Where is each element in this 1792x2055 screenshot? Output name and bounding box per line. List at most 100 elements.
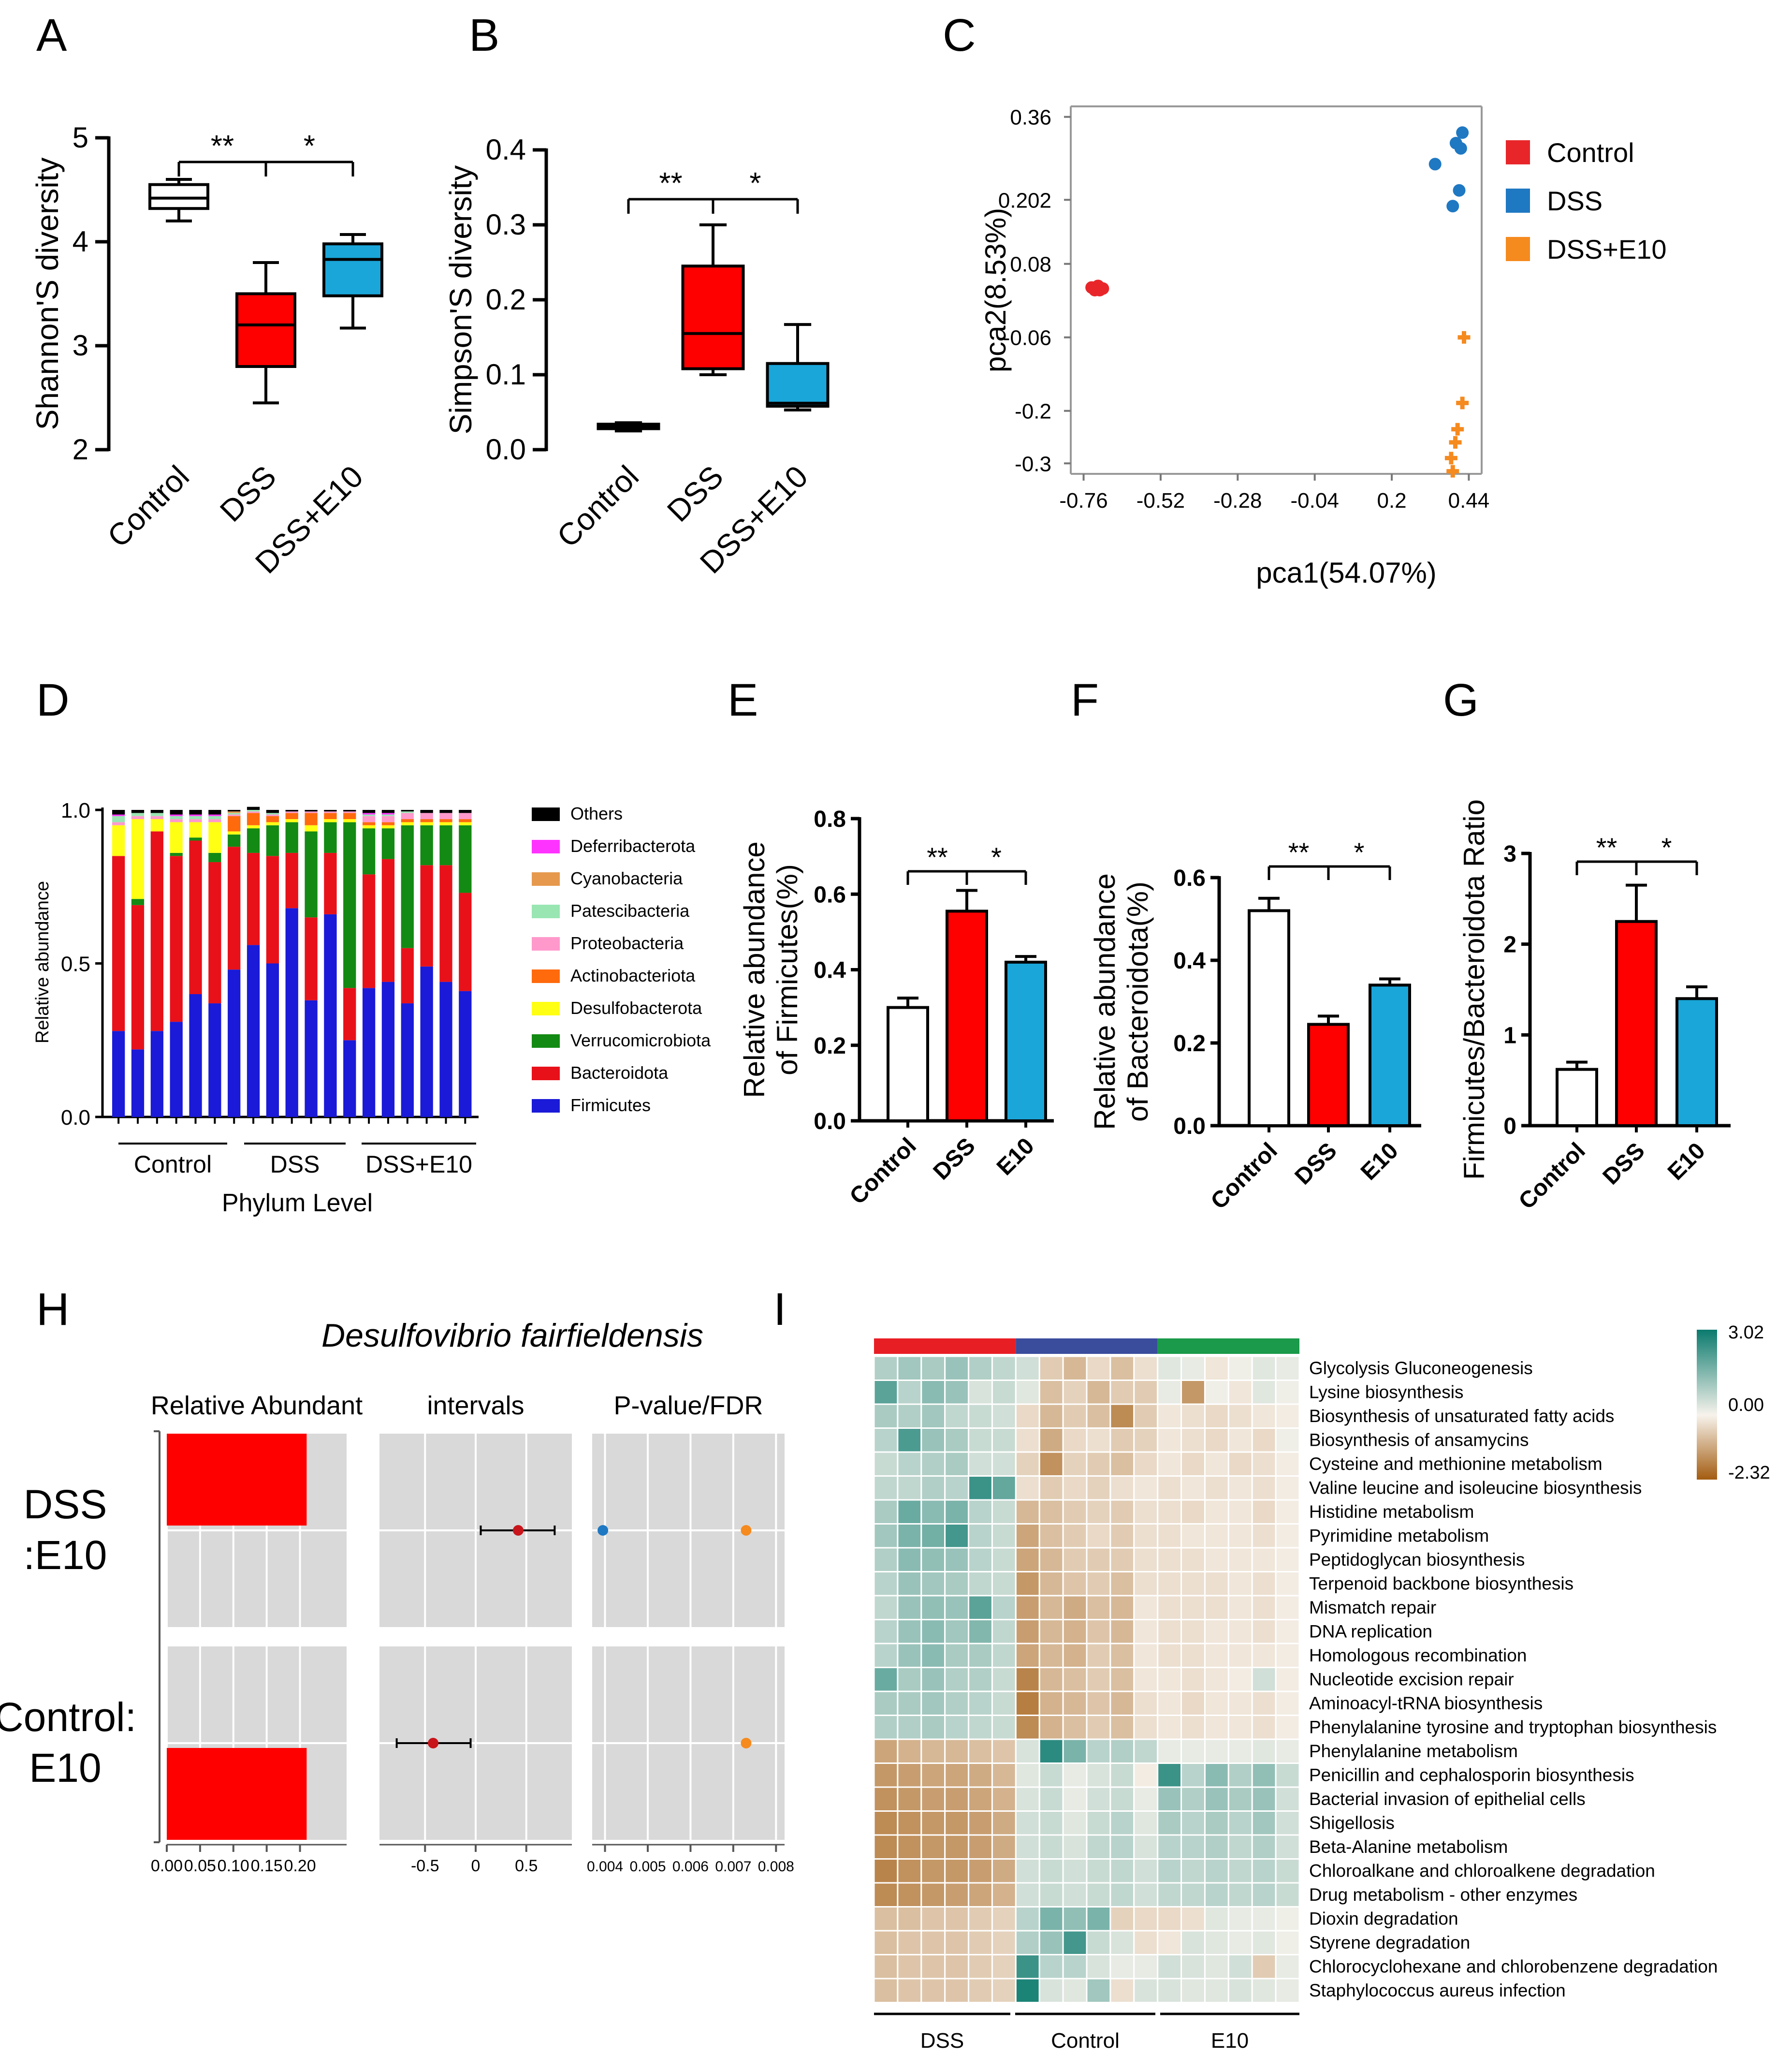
heatmap-cell: [1062, 1547, 1088, 1572]
bar-dss: [1615, 920, 1658, 1127]
heatmap-cell: [968, 1858, 993, 1884]
bar-segment-proteobacteria: [112, 822, 125, 825]
heatmap-cell: [1062, 1834, 1088, 1860]
heatmap-cell: [1038, 1762, 1064, 1788]
heatmap-cell: [1157, 1571, 1182, 1597]
bar-segment-proteobacteria: [324, 811, 337, 813]
heatmap-cell: [897, 1810, 922, 1836]
heatmap-cell: [1204, 1547, 1229, 1572]
bar-segment-bacteroidota: [266, 856, 279, 964]
heatmap-cell: [1227, 1619, 1253, 1644]
heatmap-cell: [873, 1978, 899, 2003]
heatmap-cell: [920, 1906, 946, 1932]
color-scale-label: 3.02: [1728, 1322, 1764, 1343]
heatmap-cell: [1227, 1523, 1253, 1549]
heatmap-cell: [991, 1954, 1017, 1980]
bar-segment-bacteroidota: [208, 862, 221, 1004]
heatmap-cell: [1109, 1523, 1135, 1549]
heatmap-cell: [1180, 1355, 1206, 1381]
heatmap-cell: [1180, 1571, 1206, 1597]
heatmap-cell: [1251, 1762, 1277, 1788]
y-tick-label: 0.0: [61, 1106, 90, 1130]
bar-segment-verrucomicrobiota: [266, 825, 279, 856]
heatmap-cell: [873, 1619, 899, 1644]
heatmap-cell: [1227, 1355, 1253, 1381]
heatmap-cell: [1109, 1643, 1135, 1668]
heatmap-cell: [1204, 1643, 1229, 1668]
bar-segment-bacteroidota: [170, 856, 183, 1022]
heatmap-cell: [1251, 1380, 1277, 1405]
heatmap-cell: [1133, 1978, 1159, 2003]
heatmap-cell: [1038, 1643, 1064, 1668]
heatmap-cell: [1180, 1715, 1206, 1740]
heatmap-cell: [1204, 1786, 1229, 1812]
x-tick-label: -0.28: [1213, 489, 1262, 513]
heatmap-cell: [1157, 1380, 1182, 1405]
bar-segment-others: [324, 810, 337, 812]
y-tick-label: 0.36: [1010, 106, 1051, 130]
heatmap-cell: [1204, 1523, 1229, 1549]
legend-label: DSS: [1547, 186, 1603, 216]
y-tick-label: 0.5: [61, 953, 90, 976]
heatmap-cell: [991, 1355, 1017, 1381]
heatmap-cell: [1227, 1380, 1253, 1405]
heatmap-row-label: Styrene degradation: [1309, 1933, 1470, 1952]
heatmap-cell: [1275, 1451, 1300, 1477]
heatmap-cell: [1086, 1930, 1111, 1955]
heatmap-cell: [1038, 1355, 1064, 1381]
bar-segment-patescibacteria: [228, 813, 241, 815]
heatmap-cell: [920, 1619, 946, 1644]
y-tick-label: 0.2: [814, 1033, 846, 1059]
heatmap-cell: [1086, 1978, 1111, 2003]
heatmap-cell: [991, 1762, 1017, 1788]
heatmap-cell: [944, 1355, 970, 1381]
heatmap-cell: [873, 1547, 899, 1572]
bar-segment-firmicutes: [439, 982, 452, 1117]
heatmap-cell: [1251, 1403, 1277, 1429]
legend-swatch: [1506, 237, 1530, 261]
bar-segment-bacteroidota: [459, 893, 472, 991]
y-tick-label: 0.8: [814, 807, 846, 832]
heatmap-cell: [1180, 1667, 1206, 1692]
bar-segment-actinobacteriota: [439, 819, 452, 822]
heatmap-cell: [1204, 1427, 1229, 1453]
heatmap-cell: [944, 1954, 970, 1980]
heatmap-cell: [1180, 1499, 1206, 1525]
heatmap-cell: [1015, 1667, 1040, 1692]
bar-segment-firmicutes: [362, 988, 376, 1117]
heatmap-cell: [968, 1762, 993, 1788]
bar-segment-proteobacteria: [131, 816, 145, 820]
heatmap-cell: [897, 1403, 922, 1429]
y-tick-label: -0.2: [1015, 400, 1051, 424]
heatmap-cell: [968, 1690, 993, 1716]
heatmap-cell: [1180, 1475, 1206, 1501]
row-label: :E10: [24, 1532, 107, 1578]
panel-e-firmicutes-bar: 0.0 0.2 0.4 0.6 0.8 Relative abundance of Firm…: [738, 807, 1054, 1209]
bar-segment-bacteroidota: [420, 865, 433, 967]
heatmap-cell: [1275, 1762, 1300, 1788]
panel-h-extended-error-bar: Desulfovibrio fairfieldensis Relative Abu…: [0, 1317, 794, 1875]
bar-segment-proteobacteria: [362, 816, 376, 822]
heatmap-cell: [1086, 1954, 1111, 1980]
heatmap-cell: [944, 1643, 970, 1668]
heatmap-cell: [1227, 1667, 1253, 1692]
heatmap-cell: [873, 1715, 899, 1740]
heatmap-cell: [1275, 1690, 1300, 1716]
heatmap-cell: [1180, 1954, 1206, 1980]
heatmap-cell: [1062, 1451, 1088, 1477]
y-axis-label: Shannon'S diversity: [30, 158, 65, 430]
heatmap-cell: [1109, 1355, 1135, 1381]
heatmap-cell: [1038, 1547, 1064, 1572]
y-tick-label: 0.2: [486, 283, 526, 316]
heatmap-cell: [1227, 1715, 1253, 1740]
heatmap-cell: [1086, 1619, 1111, 1644]
heatmap-cell: [897, 1978, 922, 2003]
bar-segment-actinobacteriota: [285, 813, 298, 820]
panel-label-b: B: [469, 10, 499, 61]
heatmap-cell: [1015, 1595, 1040, 1620]
heatmap-cell: [1227, 1762, 1253, 1788]
bar-segment-desulfobacterota: [247, 825, 260, 829]
heatmap-row-label: Penicillin and cephalosporin biosynthesi…: [1309, 1765, 1634, 1785]
y-axis-label: Relative abundance: [738, 841, 771, 1098]
bar-segment-actinobacteriota: [401, 819, 414, 822]
